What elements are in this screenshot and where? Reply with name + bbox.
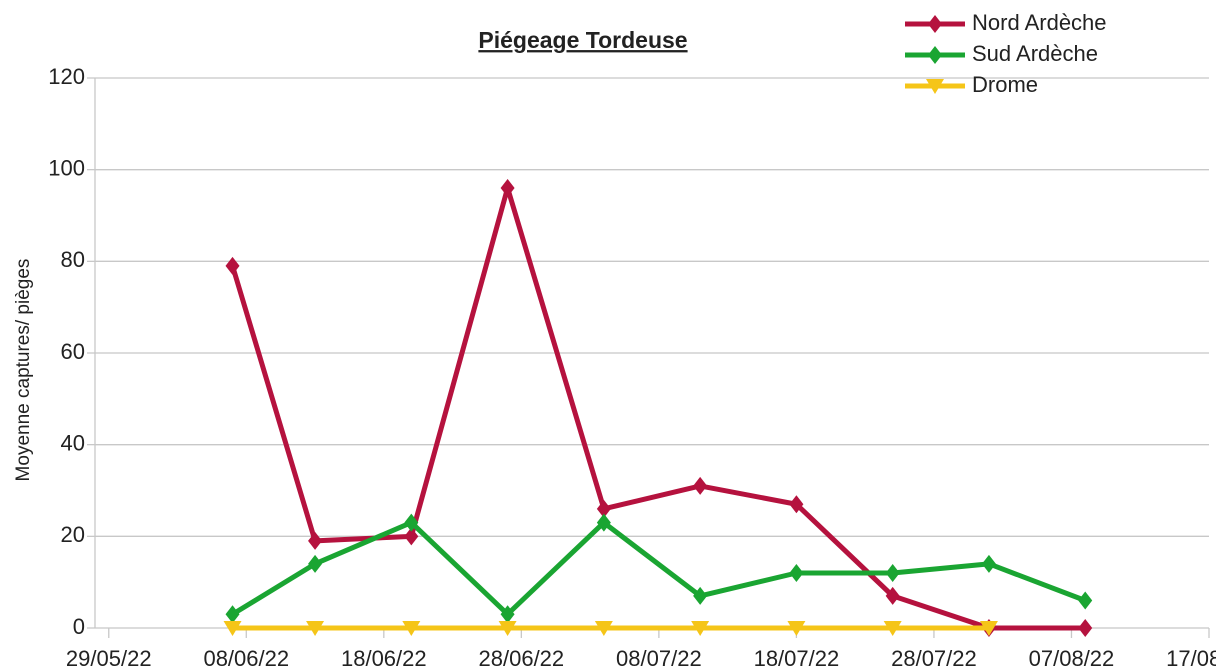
legend-label: Drome [972,72,1038,97]
x-tick-label: 07/08/22 [1029,646,1115,671]
x-tick-label: 18/07/22 [754,646,840,671]
data-point [308,554,323,573]
data-point [225,256,240,275]
data-point [693,476,708,495]
data-point [885,586,900,605]
data-point [498,621,517,636]
data-point [402,621,421,636]
data-point [691,621,710,636]
data-point [306,621,325,636]
data-point [981,554,996,573]
x-tick-label: 28/06/22 [479,646,565,671]
data-point [789,564,804,582]
series-line [230,185,1086,631]
x-tick-label: 17/08/22 [1166,646,1216,671]
data-point [596,513,611,532]
data-point [404,527,419,546]
data-point [223,621,242,636]
x-tick-label: 08/07/22 [616,646,702,671]
data-point [1078,591,1093,610]
data-point [225,605,240,624]
data-point [500,605,515,624]
y-tick-label: 100 [48,155,85,180]
x-tick-label: 29/05/22 [66,646,152,671]
data-point [883,621,902,636]
y-tick-label: 20 [61,522,85,547]
data-point [693,586,708,605]
data-point [789,495,804,514]
series-line [231,520,1087,617]
data-point [500,179,515,197]
y-axis-label: Moyenne captures/ pièges [13,259,34,482]
x-tick-label: 08/06/22 [203,646,289,671]
data-point [596,499,611,518]
data-point [404,513,419,532]
y-tick-label: 0 [73,614,85,639]
data-point [885,564,900,582]
legend-label: Nord Ardèche [972,10,1107,35]
data-point [594,621,613,636]
legend-marker [928,46,942,64]
legend-marker [926,79,944,94]
y-tick-label: 60 [61,339,85,364]
data-point [979,621,998,636]
x-tick-label: 28/07/22 [891,646,977,671]
y-tick-label: 120 [48,64,85,89]
y-tick-label: 80 [61,247,85,272]
y-tick-label: 40 [61,430,85,455]
legend-label: Sud Ardèche [972,41,1098,66]
x-tick-label: 18/06/22 [341,646,427,671]
data-point [787,621,806,636]
legend-marker [928,15,942,33]
data-point [308,531,323,550]
data-point [1078,619,1093,637]
chart-title: Piégeage Tordeuse [478,27,687,53]
